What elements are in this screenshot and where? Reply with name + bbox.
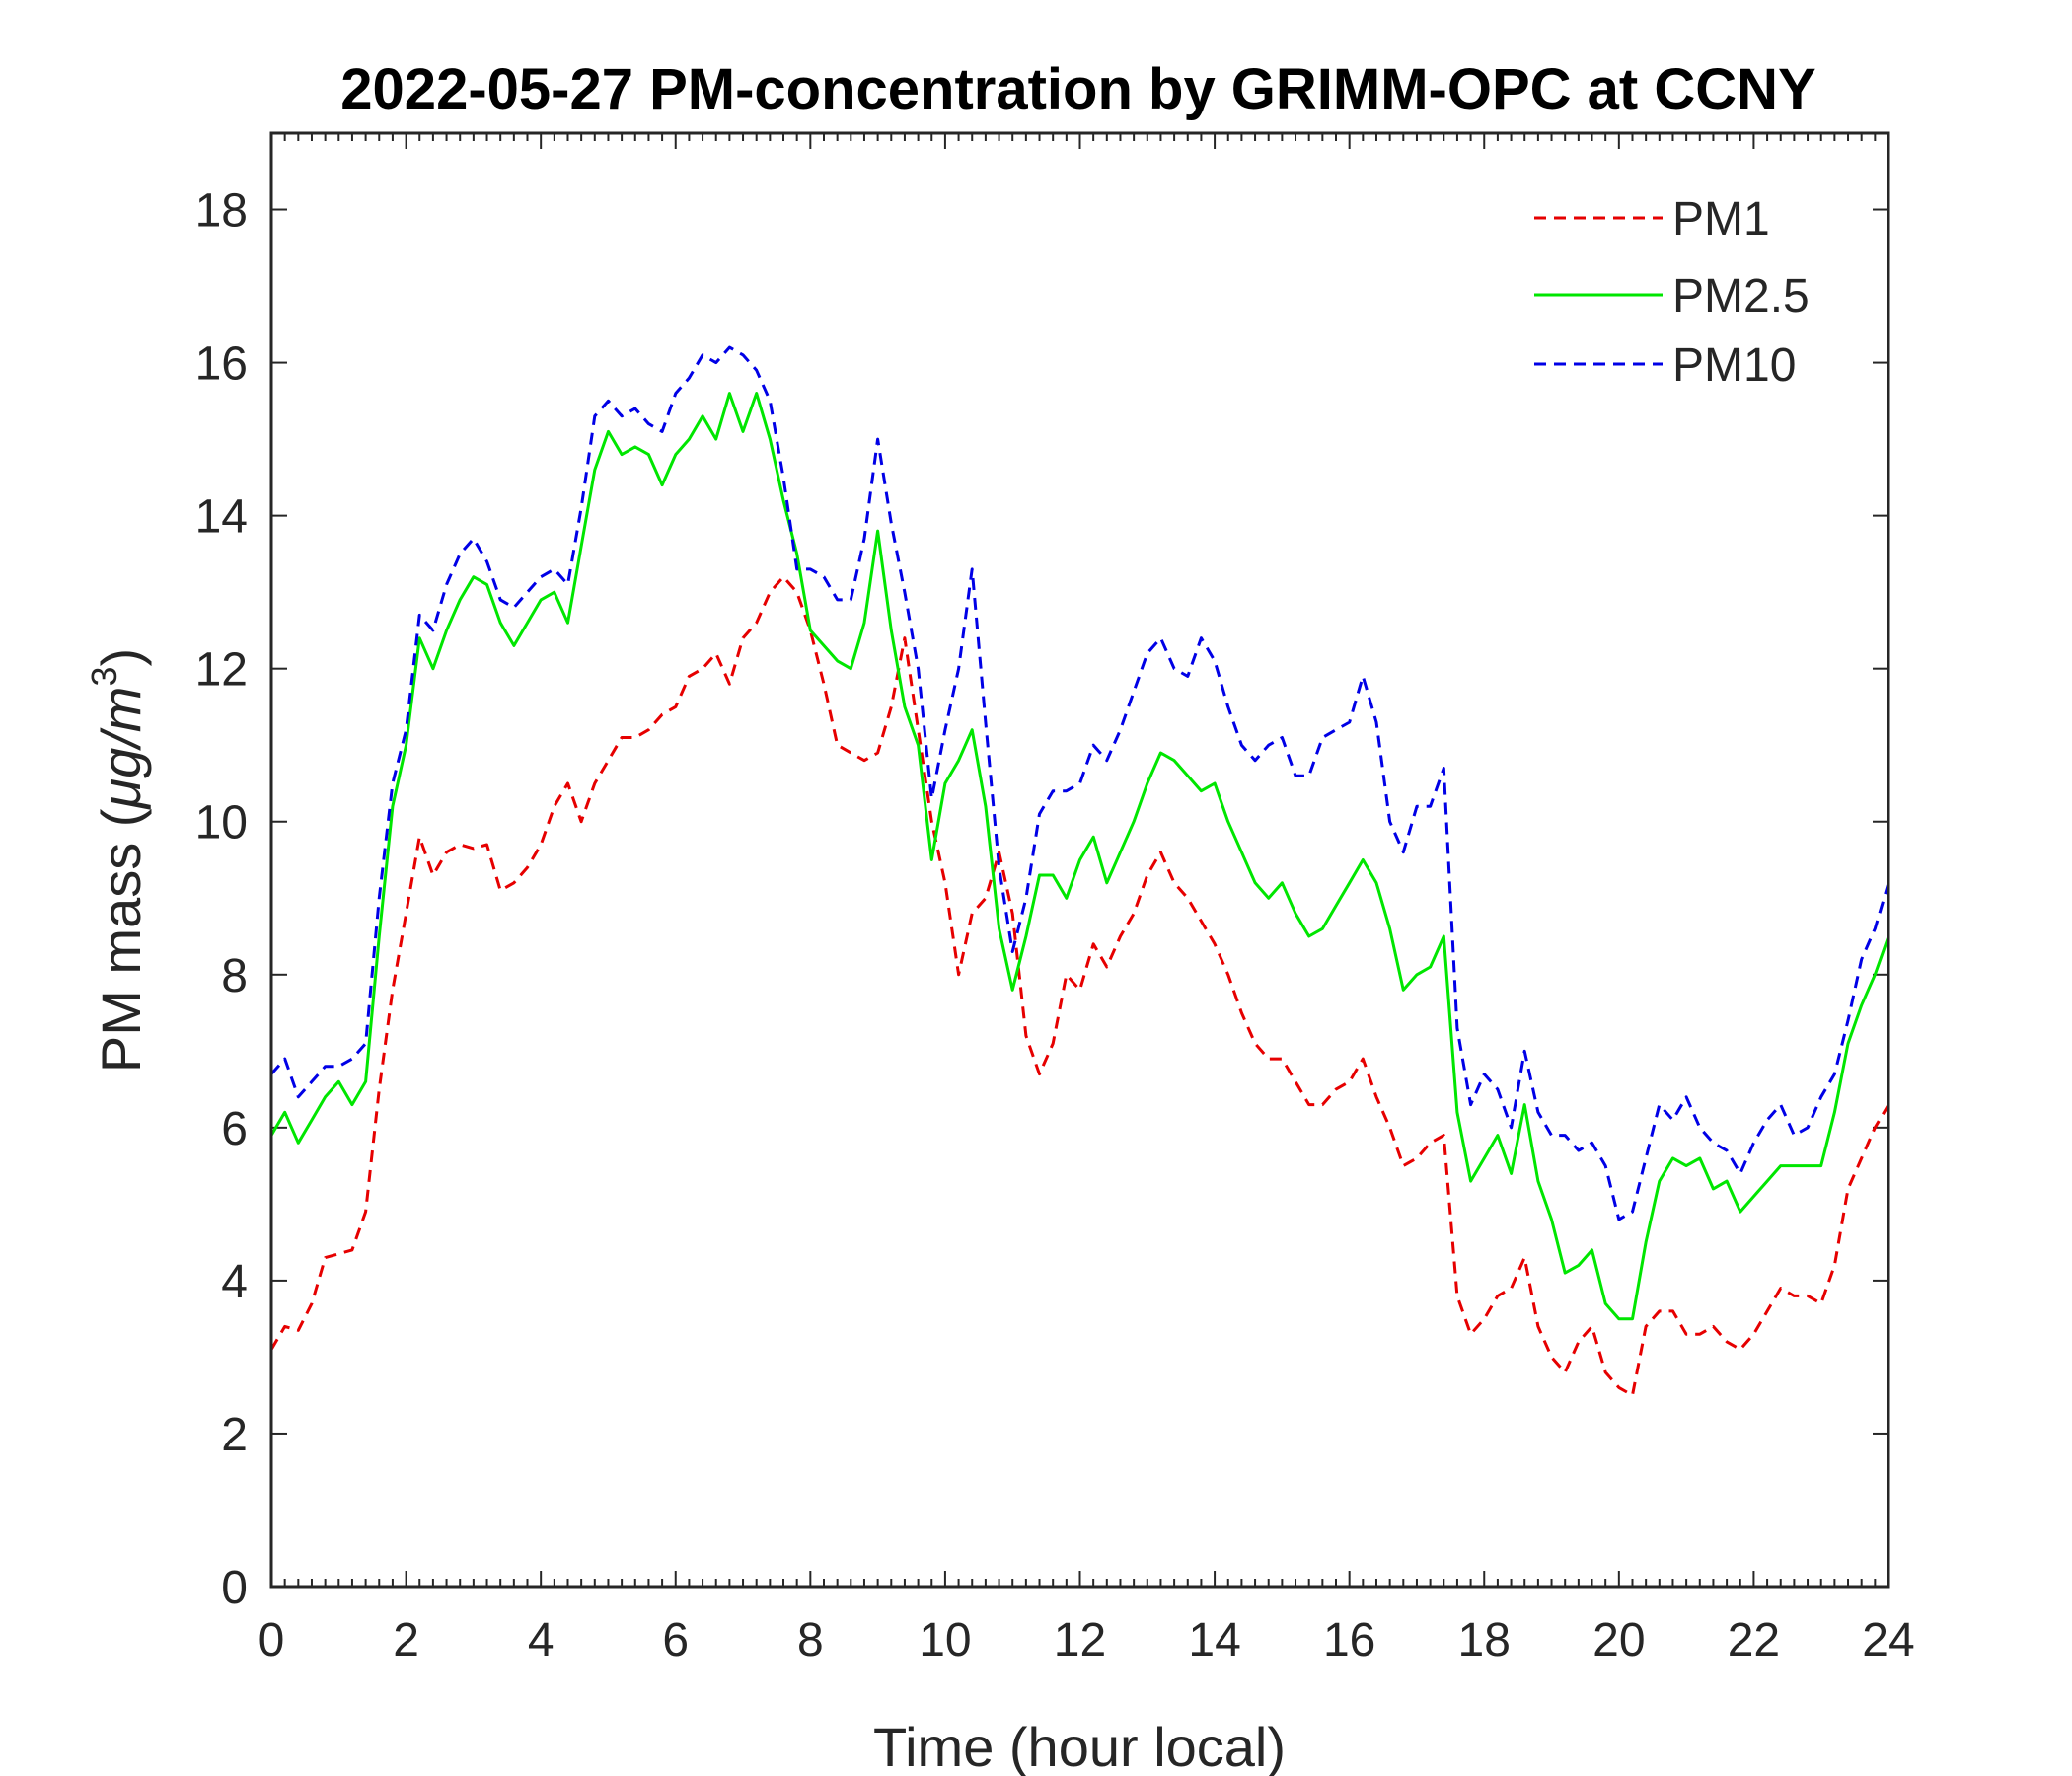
y-axis-title-superscript: 3 (84, 667, 124, 687)
x-tick-label: 20 (1592, 1614, 1645, 1666)
x-tick-label: 24 (1862, 1614, 1914, 1666)
x-tick-label: 18 (1458, 1614, 1511, 1666)
y-axis-title-unit-symbol: μg/m (90, 687, 152, 811)
x-axis-title: Time (hour local) (873, 1716, 1286, 1776)
legend-label-pm2-5: PM2.5 (1672, 270, 1810, 323)
series-layer (269, 345, 1890, 1397)
x-tick-label: 0 (259, 1614, 285, 1666)
x-tick-label: 2 (393, 1614, 419, 1666)
y-tick-label: 18 (195, 185, 248, 238)
legend-label-pm10: PM10 (1672, 339, 1796, 392)
x-tick-label: 12 (1054, 1614, 1106, 1666)
legend-label-pm1: PM1 (1672, 193, 1770, 246)
y-tick-label: 14 (195, 491, 248, 544)
x-tick-label: 14 (1188, 1614, 1240, 1666)
series-line-pm2-5 (269, 392, 1890, 1321)
x-tick-label: 6 (662, 1614, 689, 1666)
y-tick-label: 8 (221, 950, 248, 1002)
series-line-pm10 (269, 345, 1890, 1221)
chart-title: 2022-05-27 PM-concentration by GRIMM-OPC… (340, 57, 1815, 121)
y-tick-label: 6 (221, 1103, 248, 1155)
x-tick-label: 10 (919, 1614, 971, 1666)
x-tick-label: 22 (1728, 1614, 1780, 1666)
y-tick-label: 2 (221, 1409, 248, 1461)
y-axis-title: PM mass (μg/m3) (84, 648, 152, 1073)
y-tick-label: 0 (221, 1562, 248, 1614)
y-tick-label: 10 (195, 797, 248, 850)
x-tick-label: 8 (797, 1614, 824, 1666)
y-tick-label: 12 (195, 644, 248, 697)
legend: PM1 PM2.5 PM10 (1534, 193, 1810, 392)
y-axis-title-close: ) (90, 648, 152, 667)
plot-frame (269, 131, 1890, 1589)
y-tick-label: 4 (221, 1256, 248, 1308)
x-tick-label: 4 (528, 1614, 555, 1666)
y-axis-title-main: PM mass ( (90, 808, 152, 1073)
x-tick-label: 16 (1323, 1614, 1375, 1666)
y-tick-label: 16 (195, 338, 248, 391)
y-axis-ticks: 0 2 4 6 8 10 12 14 16 18 (195, 185, 1888, 1614)
series-line-pm1 (269, 575, 1890, 1397)
